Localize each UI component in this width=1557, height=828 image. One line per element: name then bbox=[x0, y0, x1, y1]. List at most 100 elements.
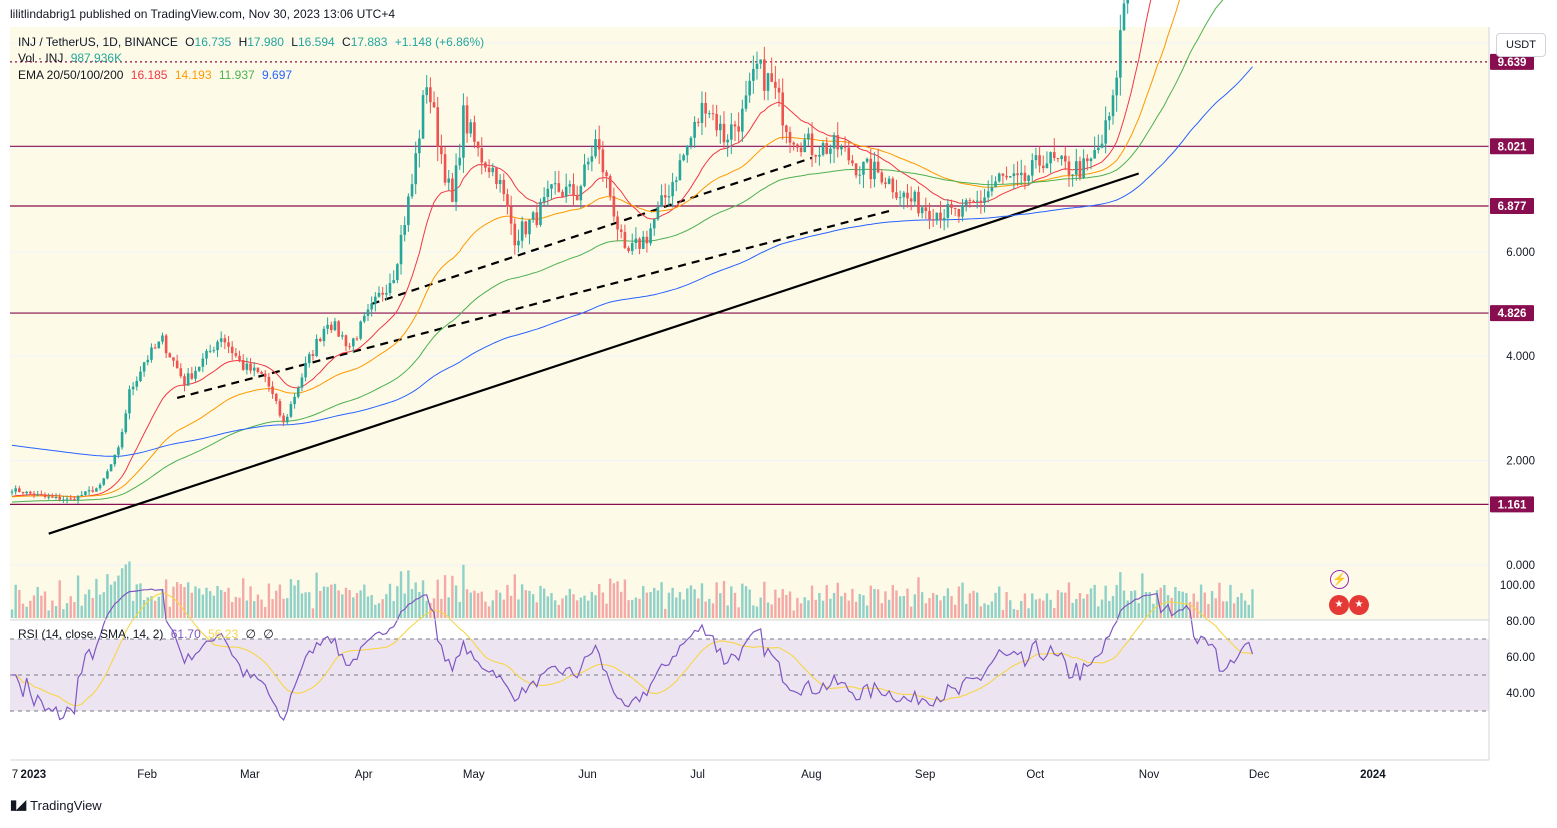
volume-bar bbox=[1170, 597, 1173, 618]
volume-bar bbox=[880, 603, 883, 618]
candle-body bbox=[131, 386, 135, 390]
candle-body bbox=[47, 496, 50, 498]
candle-body bbox=[818, 154, 821, 157]
volume-bar bbox=[1086, 594, 1089, 618]
volume-bar bbox=[297, 580, 300, 618]
volume-bar bbox=[616, 581, 619, 618]
volume-bar bbox=[128, 561, 131, 618]
candle-body bbox=[142, 362, 146, 372]
volume-bar bbox=[447, 597, 450, 618]
volume-bar bbox=[51, 600, 54, 618]
candle-body bbox=[87, 490, 91, 492]
us-flag-icon[interactable]: ★ bbox=[1349, 595, 1369, 615]
trend-lines bbox=[48, 156, 1140, 535]
candle-body bbox=[843, 146, 847, 148]
candle-body bbox=[579, 186, 583, 201]
candle-body bbox=[964, 200, 968, 206]
time-axis[interactable]: 7 2023 Feb Mar Apr May Jun Jul Aug Sep Oct Nov Dec 20… bbox=[12, 769, 1386, 781]
candle-body bbox=[557, 183, 561, 192]
candle-body bbox=[509, 206, 513, 224]
candle-body bbox=[546, 188, 550, 198]
volume-bar bbox=[649, 592, 652, 618]
candle-body bbox=[443, 154, 447, 183]
volume-bar bbox=[605, 603, 608, 618]
candle-body bbox=[227, 342, 230, 347]
lightning-icon[interactable]: ⚡ bbox=[1330, 570, 1349, 589]
candle-body bbox=[700, 102, 704, 123]
volume-bar bbox=[1203, 592, 1206, 618]
volume-bar bbox=[513, 574, 516, 618]
volume-bar bbox=[1071, 602, 1074, 618]
candle-body bbox=[495, 167, 498, 185]
volume-bar bbox=[421, 580, 425, 618]
volume-bar bbox=[458, 601, 461, 618]
candle-body bbox=[502, 179, 506, 195]
candle-body bbox=[95, 488, 98, 492]
volume-bar bbox=[818, 593, 821, 618]
candle-body bbox=[814, 155, 818, 157]
candle-body bbox=[205, 350, 208, 359]
candle-body bbox=[337, 321, 340, 337]
candle-body bbox=[348, 346, 351, 348]
volume-label[interactable]: Vol · INJ bbox=[18, 51, 64, 65]
volume-bar bbox=[777, 597, 781, 618]
us-flag-icon[interactable]: ★ bbox=[1329, 595, 1349, 615]
level-label-box bbox=[1490, 305, 1534, 322]
volume-bar bbox=[631, 599, 634, 618]
candle-body bbox=[542, 197, 546, 202]
candle-body bbox=[73, 498, 76, 500]
volume-bar bbox=[704, 601, 707, 618]
ema-label[interactable]: EMA 20/50/100/200 bbox=[18, 68, 124, 82]
candle-body bbox=[708, 113, 711, 115]
volume-bar bbox=[946, 588, 950, 618]
candle-body bbox=[997, 173, 1001, 182]
candle-body bbox=[396, 264, 399, 281]
rsi-label[interactable]: RSI (14, close, SMA, 14, 2) bbox=[18, 627, 164, 641]
candle-body bbox=[418, 138, 421, 154]
volume-bar bbox=[752, 605, 755, 618]
candle-body bbox=[704, 102, 707, 114]
volume-bar bbox=[620, 591, 623, 618]
volume-bar bbox=[403, 593, 406, 618]
candle-body bbox=[311, 354, 315, 356]
candle-body bbox=[612, 196, 616, 217]
candle-body bbox=[594, 139, 597, 157]
currency-button[interactable]: USDT bbox=[1496, 33, 1546, 57]
volume-bar bbox=[440, 598, 443, 618]
price-tick: 0.000 bbox=[1506, 560, 1535, 572]
candle-body bbox=[102, 478, 106, 485]
volume-bar bbox=[1163, 584, 1166, 618]
volume-bar bbox=[399, 571, 403, 618]
volume-bar bbox=[557, 604, 561, 618]
volume-bar bbox=[374, 604, 377, 618]
volume-bar bbox=[1064, 592, 1067, 618]
candle-body bbox=[807, 133, 810, 140]
candle-body bbox=[990, 187, 994, 192]
volume-bar bbox=[1100, 599, 1104, 618]
candle-body bbox=[572, 184, 575, 196]
volume-bar bbox=[29, 600, 32, 618]
candle-body bbox=[616, 216, 619, 230]
candle-body bbox=[917, 191, 920, 214]
price-pane[interactable] bbox=[10, 27, 1489, 620]
rsi-sma-value: 56.23 bbox=[208, 627, 239, 641]
volume-bar bbox=[550, 593, 553, 618]
volume-bar bbox=[942, 595, 946, 618]
candle-body bbox=[21, 491, 25, 494]
candle-body bbox=[454, 165, 458, 202]
symbol-name[interactable]: INJ / TetherUS, 1D, BINANCE bbox=[18, 35, 178, 49]
footer-brand[interactable]: TradingView bbox=[30, 797, 102, 813]
volume-bar bbox=[238, 597, 241, 618]
candle-body bbox=[172, 357, 175, 361]
candle-body bbox=[862, 161, 865, 175]
candle-body bbox=[891, 178, 895, 193]
volume-bar bbox=[1214, 598, 1217, 618]
rsi-axis[interactable]: 100.00 80.00 60.00 40.00 bbox=[1500, 580, 1535, 700]
candle-body bbox=[884, 182, 887, 184]
candle-body bbox=[726, 139, 729, 143]
candle-body bbox=[150, 347, 153, 360]
volume-bar bbox=[656, 590, 660, 618]
